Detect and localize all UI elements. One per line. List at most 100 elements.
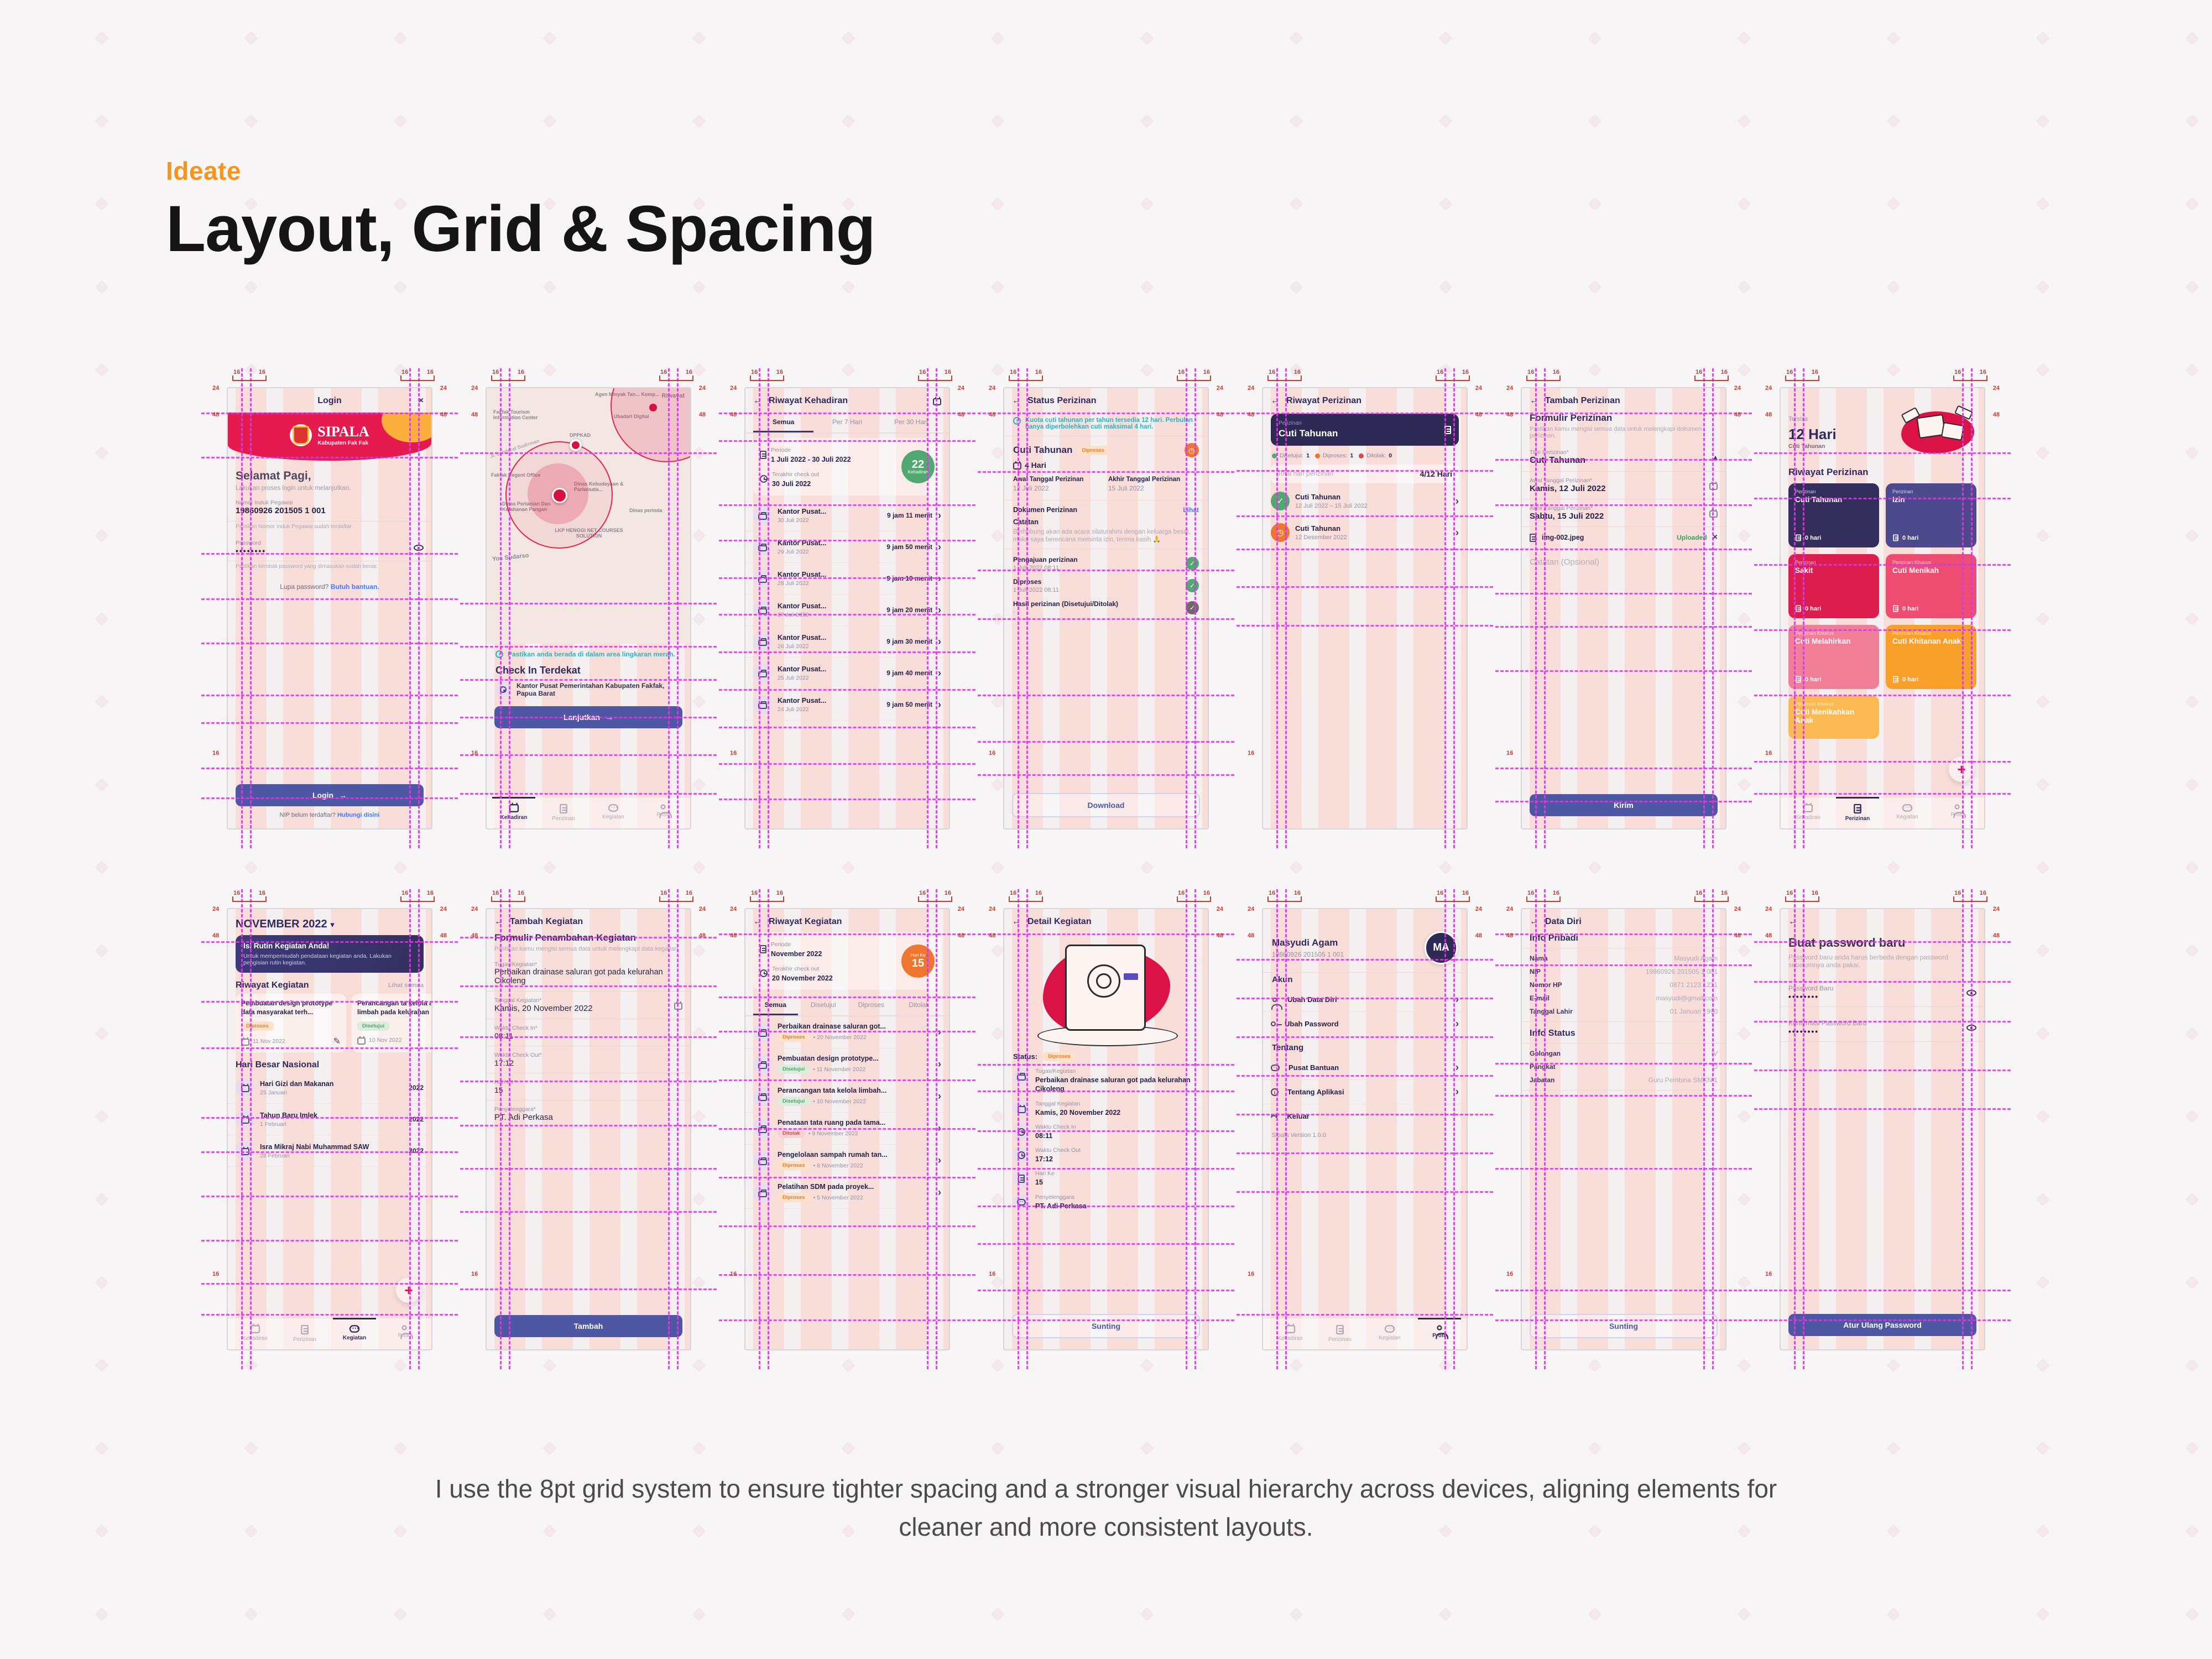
forgot-password-link[interactable]: Butuh bantuan. <box>330 583 379 591</box>
kegiatan-list-item[interactable]: Pelatihan SDM pada proyek... Diproses • 5… <box>745 1177 949 1209</box>
kegiatan-list-item[interactable]: Pembuatan design prototype... Disetujui •… <box>745 1048 949 1081</box>
tambah-button[interactable]: Tambah <box>494 1315 682 1337</box>
month-selector[interactable]: NOVEMBER 2022 <box>236 918 327 930</box>
perizinan-type-card[interactable]: Perizinan Izin 0 hari <box>1886 483 1976 547</box>
nav-item-kegiatan[interactable]: Kegiatan <box>1882 802 1932 822</box>
reset-button[interactable]: Atur Ulang Password <box>1788 1314 1976 1336</box>
perizinan-type-card[interactable]: Perizinan Cuti Tahunan 0 hari <box>1788 483 1879 547</box>
continue-button[interactable]: Lanjutkan → <box>494 706 682 728</box>
map-area[interactable]: Riwayat Agen Minyak Tan... Komp... Ubada… <box>487 388 690 644</box>
back-icon[interactable]: ← <box>494 917 503 926</box>
eye-icon[interactable] <box>1966 1024 1976 1031</box>
tab-disetujui[interactable]: Disetujui <box>810 1001 836 1009</box>
akhir-tanggal-field[interactable]: Akhir Tanggal Perizinan* Sabtu, 15 Juli 2… <box>1522 499 1725 527</box>
tipe-perizinan-select[interactable]: Tipe Perizinan* Cuti Tahunan ▴ <box>1522 444 1725 472</box>
kegiatan-list-item[interactable]: Perancangan tata kelola limbah... Disetu… <box>745 1081 949 1113</box>
nav-item-kegiatan[interactable]: Kegiatan <box>588 802 638 822</box>
eye-icon[interactable] <box>414 544 424 551</box>
back-icon[interactable]: ← <box>753 917 762 926</box>
nav-item-perizinan[interactable]: Perizinan <box>1315 1323 1365 1343</box>
kegiatan-list-item[interactable]: Penataan tata ruang pada tama... Ditolak… <box>745 1113 949 1145</box>
back-icon[interactable]: ← <box>1271 396 1280 405</box>
checkout-time-field[interactable]: Waktu Check Out* 17:12 <box>487 1046 690 1073</box>
nav-item-kehadiran[interactable]: Kehadiran <box>1783 802 1833 822</box>
sunting-button[interactable]: Sunting <box>1012 1314 1200 1338</box>
kegiatan-list-item[interactable]: Perbaikan drainase saluran got... Dipros… <box>745 1016 949 1048</box>
kehadiran-list-item[interactable]: Kantor Pusat... 29 Juli 2022 9 jam 50 men… <box>745 531 949 563</box>
nav-item-profil[interactable]: Profil <box>1932 802 1982 822</box>
tab-diproses[interactable]: Diproses <box>858 1001 884 1009</box>
nav-item-kehadiran[interactable]: Kehadiran <box>1265 1323 1315 1343</box>
kehadiran-list-item[interactable]: Kantor Pusat... 25 Juli 2022 9 jam 40 men… <box>745 658 949 689</box>
kegiatan-card[interactable]: Pembuatan design prototype data masyarak… <box>236 994 346 1053</box>
catatan-placeholder[interactable]: Catatan (Opsional) <box>1530 557 1599 567</box>
sunting-button[interactable]: Sunting <box>1530 1314 1718 1338</box>
menu-ubah-password[interactable]: Ubah Password › <box>1263 1012 1467 1036</box>
perizinan-type-card[interactable]: Perizinan Khusus Cuti Menikahkan Anak <box>1788 696 1879 739</box>
perizinan-list-item[interactable]: ◷ Cuti Tahunan 12 Desember 2022 › <box>1263 517 1467 549</box>
nav-item-kehadiran[interactable]: Kehadiran <box>489 797 539 822</box>
tab-per-7-hari[interactable]: Per 7 Hari <box>832 418 862 426</box>
perizinan-type-card[interactable]: Perizinan Khusus Cuti Melahirkan 0 hari <box>1788 625 1879 689</box>
confirm-password-field[interactable]: Konfirmasi Password Baru •••••••• <box>1781 1014 1984 1042</box>
login-button[interactable]: Login → <box>236 784 424 806</box>
back-icon[interactable]: ← <box>1012 396 1021 405</box>
kehadiran-list-item[interactable]: Kantor Pusat... 28 Juli 2022 9 jam 10 men… <box>745 563 949 594</box>
nav-item-profil[interactable]: Profil <box>638 802 688 822</box>
nav-item-perizinan[interactable]: Perizinan <box>280 1323 330 1343</box>
tanggal-field[interactable]: Tanggal Kegiatan* Kamis, 20 November 202… <box>487 992 690 1019</box>
tab-ditolak[interactable]: Ditolak <box>909 1001 930 1009</box>
menu-keluar[interactable]: ↦ Keluar <box>1271 1112 1310 1121</box>
tab-semua[interactable]: Semua <box>753 414 814 432</box>
nip-field[interactable]: Nomor Induk Pegawai 19860926 201505 1 00… <box>228 494 431 521</box>
nav-item-kegiatan[interactable]: Kegiatan <box>330 1318 379 1343</box>
uploaded-file-row[interactable]: img-002.jpeg Uploaded × <box>1522 527 1725 549</box>
kehadiran-list-item[interactable]: Kantor Pusat... 30 Juli 2022 9 jam 11 men… <box>745 500 949 531</box>
back-icon[interactable]: ← <box>1012 917 1021 926</box>
perizinan-type-card[interactable]: Perizinan Khusus Cuti Khitanan Anak 0 hari <box>1886 625 1976 689</box>
nav-item-kegiatan[interactable]: Kegiatan <box>1365 1323 1415 1343</box>
download-button[interactable]: Download <box>1012 793 1200 817</box>
register-link[interactable]: Hubungi disini <box>337 812 380 818</box>
close-icon[interactable]: × <box>418 396 424 405</box>
password-field[interactable]: Password •••••••• <box>228 534 431 561</box>
awal-tanggal-field[interactable]: Awal Tanggal Perizinan* Kamis, 12 Juli 20… <box>1522 472 1725 499</box>
nav-item-perizinan[interactable]: Perizinan <box>539 802 588 822</box>
kirim-button[interactable]: Kirim <box>1530 794 1718 816</box>
menu-tentang-aplikasi[interactable]: i Tentang Aplikasi › <box>1263 1080 1467 1104</box>
kehadiran-list-item[interactable]: Kantor Pusat... 24 Juli 2022 9 jam 50 men… <box>745 689 949 721</box>
kehadiran-list-item[interactable]: Kantor Pusat... 27 Juli 2022 9 jam 20 men… <box>745 594 949 626</box>
remove-file-icon[interactable]: × <box>1712 533 1718 542</box>
tab-semua[interactable]: Semua <box>753 997 798 1015</box>
chevron-down-icon[interactable]: ▾ <box>330 920 335 930</box>
menu-ubah-data-diri[interactable]: Ubah Data Diri › <box>1263 988 1467 1012</box>
nav-item-profil[interactable]: Profil <box>379 1323 429 1343</box>
add-perizinan-fab[interactable]: + <box>1949 757 1974 782</box>
back-icon[interactable]: ← <box>1530 917 1538 926</box>
nav-item-profil[interactable]: Profil <box>1415 1318 1464 1343</box>
new-password-field[interactable]: Password Baru •••••••• <box>1781 979 1984 1007</box>
document-view-link[interactable]: Lihat <box>1183 506 1199 514</box>
perizinan-list-item[interactable]: ✓ Cuti Tahunan 12 Juli 2022 – 15 Juli 20… <box>1263 486 1467 517</box>
nav-item-kehadiran[interactable]: Kehadiran <box>230 1323 280 1343</box>
tab-per-30-hari[interactable]: Per 30 Hari <box>894 418 928 426</box>
back-icon[interactable]: ← <box>1530 396 1538 405</box>
kegiatan-list-item[interactable]: Pengelolaan sampah rumah tan... Diproses… <box>745 1145 949 1177</box>
back-icon[interactable]: ← <box>753 396 762 405</box>
calendar-icon[interactable] <box>933 397 941 405</box>
back-icon[interactable]: ← <box>1788 917 1797 926</box>
penyelenggara-field[interactable]: Penyelenggara* PT. Adi Perkasa <box>487 1100 690 1128</box>
menu-pusat-bantuan[interactable]: Pusat Bantuan › <box>1263 1056 1467 1080</box>
perizinan-type-card[interactable]: Perizinan Khusus Cuti Menikah 0 hari <box>1886 554 1976 618</box>
nearest-location-item[interactable]: Kantor Pusat Pemerintahan Kabupaten Fakf… <box>487 677 690 702</box>
hari-ke-field[interactable]: Hari Ke* 15 <box>487 1073 690 1100</box>
add-kegiatan-fab[interactable]: + <box>396 1277 421 1303</box>
nav-item-perizinan[interactable]: Perizinan <box>1833 797 1882 822</box>
checkin-time-field[interactable]: Waktu Check In* 08:11 <box>487 1019 690 1046</box>
see-all-link[interactable]: Lihat semua <box>388 982 424 989</box>
kegiatan-card[interactable]: Perancangan ta kelola air limbah pada ke… <box>352 994 431 1053</box>
pencil-icon[interactable]: ✎ <box>333 1037 341 1047</box>
kehadiran-list-item[interactable]: Kantor Pusat... 26 Juli 2022 9 jam 30 men… <box>745 626 949 658</box>
perizinan-type-card[interactable]: Perizinan Sakit 0 hari <box>1788 554 1879 618</box>
eye-icon[interactable] <box>1966 989 1976 996</box>
